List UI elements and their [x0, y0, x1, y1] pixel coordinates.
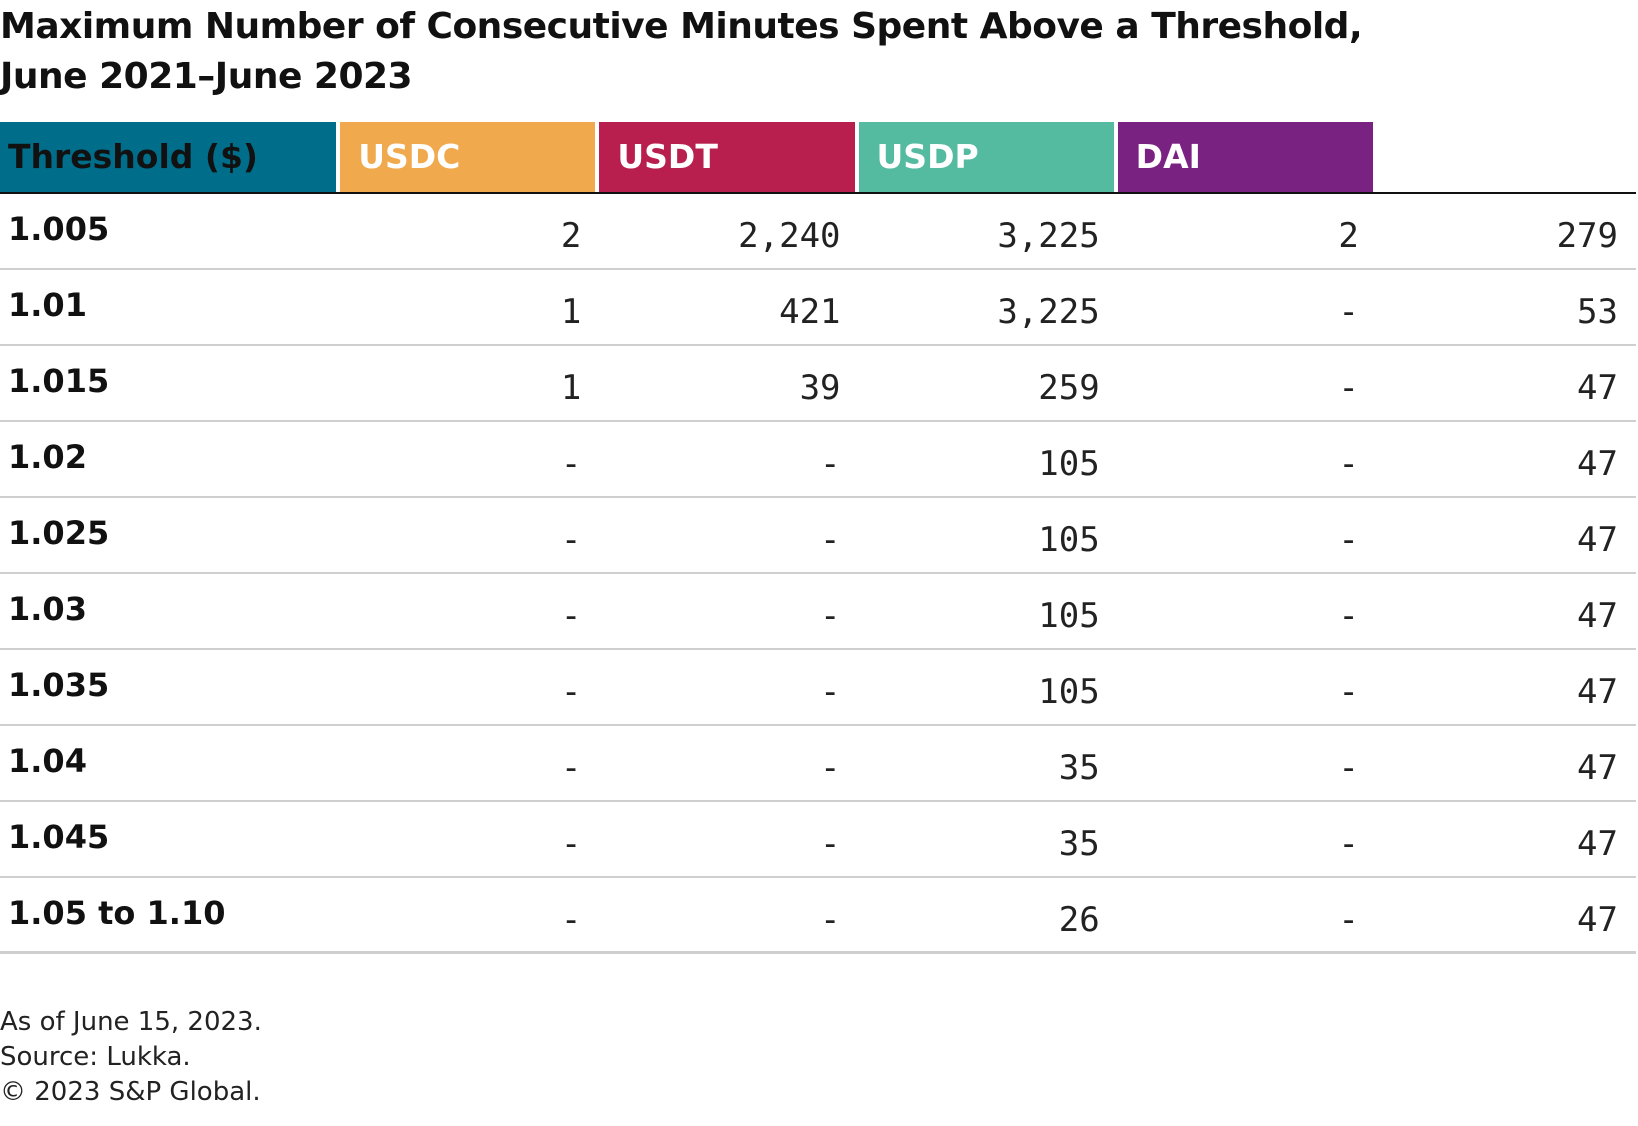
table-row: 1.03- -105-47: [0, 574, 1636, 650]
value-cell-usdt: -: [599, 574, 859, 650]
value-cell-usdt: 2,240: [599, 194, 859, 270]
column-header-label: BUSD: [1394, 137, 1498, 176]
table-row: 1.005 2 2,240 3,225 2 279: [0, 194, 1636, 270]
value-cell-usdt: -: [599, 878, 859, 954]
value-cell-dai: -: [1117, 878, 1377, 954]
header-cell-1: USDT: [599, 122, 859, 194]
value-cell-dai: -: [1117, 726, 1377, 802]
value-cell-usdc: -: [340, 726, 600, 802]
table-row: 1.015 1 39 259-47: [0, 346, 1636, 422]
table-body: 1.005 2 2,240 3,225 2 279 1.01 1 421 3,225-53 1.01…: [0, 194, 1636, 954]
table-row: 1.01 1 421 3,225-53: [0, 270, 1636, 346]
value-cell-usdt: -: [599, 422, 859, 498]
value-cell-busd: 47: [1376, 498, 1636, 574]
value-cell-dai: -: [1117, 270, 1377, 346]
header-cell-2: USDP: [858, 122, 1118, 194]
footnote-copyright: © 2023 S&P Global.: [0, 1077, 261, 1107]
header-cell-4: BUSD: [1376, 122, 1636, 194]
table-row: 1.025- -105-47: [0, 498, 1636, 574]
value-cell-usdt: -: [599, 650, 859, 726]
column-header-label: USDC: [340, 122, 596, 192]
value-cell-dai: -: [1117, 650, 1377, 726]
value-cell-dai: 2: [1117, 194, 1377, 270]
value-cell-usdt: -: [599, 726, 859, 802]
footnotes: As of June 15, 2023. Source: Lukka. © 20…: [0, 1005, 262, 1110]
value-cell-usdp: 35: [858, 726, 1118, 802]
value-cell-usdc: 1: [340, 270, 600, 346]
column-header-label: USDP: [858, 122, 1114, 192]
column-header-label: DAI: [1117, 122, 1373, 192]
value-cell-usdc: -: [340, 650, 600, 726]
value-cell-busd: 47: [1376, 802, 1636, 878]
header-cell-threshold: Threshold ($): [0, 122, 341, 194]
value-cell-usdp: 105: [858, 498, 1118, 574]
threshold-cell: 1.05 to 1.10: [0, 878, 341, 954]
value-cell-dai: -: [1117, 802, 1377, 878]
column-header-label: USDT: [599, 122, 855, 192]
header-cell-3: DAI: [1117, 122, 1377, 194]
chart-title: Maximum Number of Consecutive Minutes Sp…: [0, 2, 1450, 102]
value-cell-usdc: -: [340, 878, 600, 954]
data-table: Threshold ($) USDC USDT USDP DAI BUSD 1.…: [0, 122, 1636, 954]
value-cell-usdp: 35: [858, 802, 1118, 878]
table-row: 1.035- -105-47: [0, 650, 1636, 726]
value-cell-busd: 47: [1376, 422, 1636, 498]
threshold-cell: 1.01: [0, 270, 341, 346]
value-cell-usdc: -: [340, 422, 600, 498]
threshold-cell: 1.045: [0, 802, 341, 878]
value-cell-dai: -: [1117, 498, 1377, 574]
threshold-cell: 1.015: [0, 346, 341, 422]
header-row: Threshold ($) USDC USDT USDP DAI BUSD: [0, 122, 1636, 194]
value-cell-dai: -: [1117, 346, 1377, 422]
value-cell-usdt: 421: [599, 270, 859, 346]
value-cell-busd: 47: [1376, 650, 1636, 726]
value-cell-usdp: 259: [858, 346, 1118, 422]
threshold-cell: 1.035: [0, 650, 341, 726]
chart-title-line-1: Maximum Number of Consecutive Minutes Sp…: [0, 6, 1363, 47]
table-row: 1.04- -35-47: [0, 726, 1636, 802]
value-cell-usdp: 26: [858, 878, 1118, 954]
value-cell-usdc: 2: [340, 194, 600, 270]
value-cell-busd: 47: [1376, 346, 1636, 422]
header-cell-0: USDC: [340, 122, 600, 194]
value-cell-busd: 47: [1376, 726, 1636, 802]
value-cell-usdt: -: [599, 802, 859, 878]
threshold-cell: 1.025: [0, 498, 341, 574]
threshold-cell: 1.02: [0, 422, 341, 498]
row-header-label: Threshold ($): [0, 122, 337, 192]
value-cell-usdp: 3,225: [858, 194, 1118, 270]
value-cell-usdc: 1: [340, 346, 600, 422]
footnote-date: As of June 15, 2023.: [0, 1007, 262, 1037]
table-row: 1.02- -105-47: [0, 422, 1636, 498]
value-cell-usdc: -: [340, 498, 600, 574]
value-cell-usdp: 105: [858, 422, 1118, 498]
value-cell-usdp: 3,225: [858, 270, 1118, 346]
value-cell-usdt: -: [599, 498, 859, 574]
table-row: 1.045- -35-47: [0, 802, 1636, 878]
value-cell-usdp: 105: [858, 574, 1118, 650]
value-cell-usdc: -: [340, 574, 600, 650]
value-cell-dai: -: [1117, 574, 1377, 650]
value-cell-busd: 47: [1376, 574, 1636, 650]
value-cell-busd: 279: [1376, 194, 1636, 270]
value-cell-usdp: 105: [858, 650, 1118, 726]
footnote-source: Source: Lukka.: [0, 1042, 191, 1072]
table-row: 1.05 to 1.10- -26-47: [0, 878, 1636, 954]
value-cell-usdt: 39: [599, 346, 859, 422]
value-cell-busd: 53: [1376, 270, 1636, 346]
chart-title-line-2: June 2021–June 2023: [0, 56, 413, 97]
threshold-cell: 1.03: [0, 574, 341, 650]
threshold-cell: 1.005: [0, 194, 341, 270]
threshold-cell: 1.04: [0, 726, 341, 802]
value-cell-busd: 47: [1376, 878, 1636, 954]
value-cell-dai: -: [1117, 422, 1377, 498]
value-cell-usdc: -: [340, 802, 600, 878]
